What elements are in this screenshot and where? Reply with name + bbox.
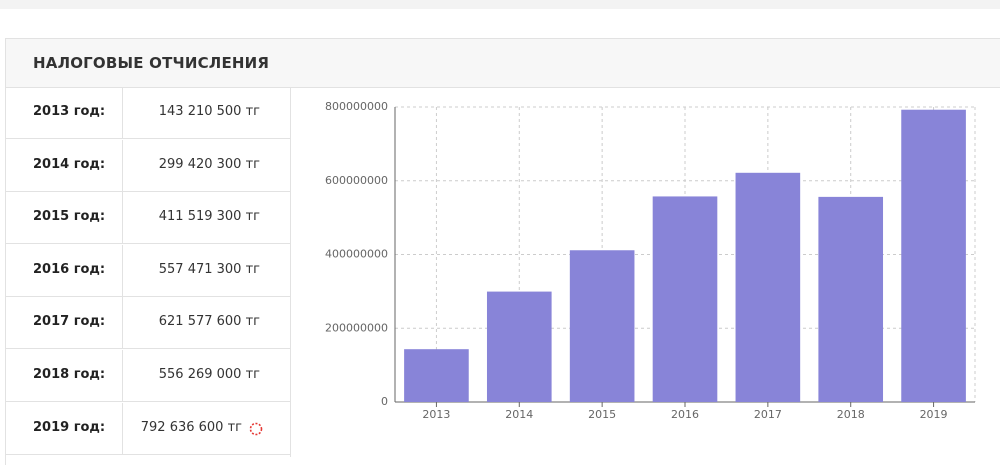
cell-divider: [122, 297, 123, 350]
panel-title: НАЛОГОВЫЕ ОТЧИСЛЕНИЯ: [33, 54, 270, 72]
row-value: 411 519 300 тг: [158, 209, 260, 225]
y-tick-label: 200000000: [325, 321, 388, 334]
bar: [486, 291, 552, 402]
x-tick-label: 2017: [754, 408, 782, 421]
row-value: 557 471 300 тг: [158, 261, 260, 277]
bar: [735, 172, 801, 402]
y-tick-label: 400000000: [325, 248, 388, 261]
panel-header: НАЛОГОВЫЕ ОТЧИСЛЕНИЯ: [6, 39, 1000, 88]
table-row: 2017 год: 621 577 600 тг: [6, 297, 290, 350]
cell-divider: [122, 350, 123, 402]
cell-divider: [122, 244, 123, 297]
row-value: 792 636 600 тг: [140, 419, 242, 435]
x-tick-label: 2015: [588, 408, 616, 421]
row-label: 2017 год:: [33, 314, 106, 330]
table-row: 2014 год: 299 420 300 тг: [6, 139, 290, 192]
x-tick-label: 2019: [920, 408, 948, 421]
bar: [404, 349, 469, 402]
row-label: 2018 год:: [33, 367, 106, 382]
top-bar: [0, 0, 1000, 9]
y-tick-label: 800000000: [325, 100, 388, 113]
bar: [652, 196, 718, 402]
x-tick-label: 2018: [837, 408, 865, 421]
table-row: 2019 год: 792 636 600 тг: [6, 402, 290, 455]
row-value: 299 420 300 тг: [158, 156, 260, 172]
x-tick-label: 2013: [422, 408, 450, 421]
cell-divider: [122, 402, 123, 455]
spinner-icon: [249, 422, 263, 435]
x-tick-label: 2014: [505, 408, 533, 421]
table-row: 2018 год: 556 269 000 тг: [6, 350, 290, 402]
row-value: 143 210 500 тг: [158, 104, 260, 119]
row-label: 2016 год:: [33, 261, 106, 277]
cell-divider: [122, 192, 123, 245]
row-value: 556 269 000 тг: [158, 367, 260, 382]
table-row: 2016 год: 557 471 300 тг: [6, 244, 290, 297]
bar: [901, 109, 966, 402]
bar: [818, 196, 884, 402]
cell-divider: [122, 87, 123, 139]
table-row: 2013 год: 143 210 500 тг: [6, 87, 290, 139]
y-tick-label: 0: [381, 395, 388, 408]
x-tick-label: 2016: [671, 408, 699, 421]
row-label: 2015 год:: [33, 209, 106, 225]
y-tick-label: 600000000: [325, 174, 388, 187]
bar: [569, 250, 635, 402]
row-label: 2014 год:: [33, 156, 106, 172]
row-value: 621 577 600 тг: [158, 314, 260, 330]
divider: [290, 87, 291, 457]
row-label: 2013 год:: [33, 104, 106, 119]
panel: НАЛОГОВЫЕ ОТЧИСЛЕНИЯ 2013 год: 143 210 50…: [5, 38, 1000, 465]
cell-divider: [122, 139, 123, 192]
table-row: 2015 год: 411 519 300 тг: [6, 192, 290, 245]
row-label: 2019 год:: [33, 419, 106, 435]
